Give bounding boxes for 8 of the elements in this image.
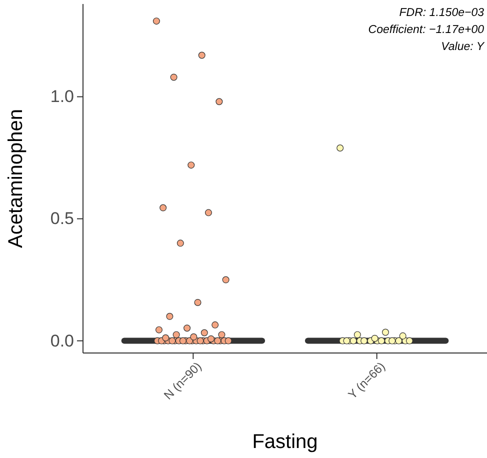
annotation: Value: Y <box>441 41 486 53</box>
y-axis-title: Acetaminophen <box>5 109 27 248</box>
y-tick-label: 0.5 <box>50 209 74 228</box>
annotation: FDR: 1.150e−03 <box>399 7 485 19</box>
x-axis-title: Fasting <box>252 431 318 453</box>
y-tick-label: 0.0 <box>50 331 74 350</box>
annotation: Coefficient: −1.17e+00 <box>368 24 485 36</box>
y-tick-label: 1.0 <box>50 87 74 106</box>
